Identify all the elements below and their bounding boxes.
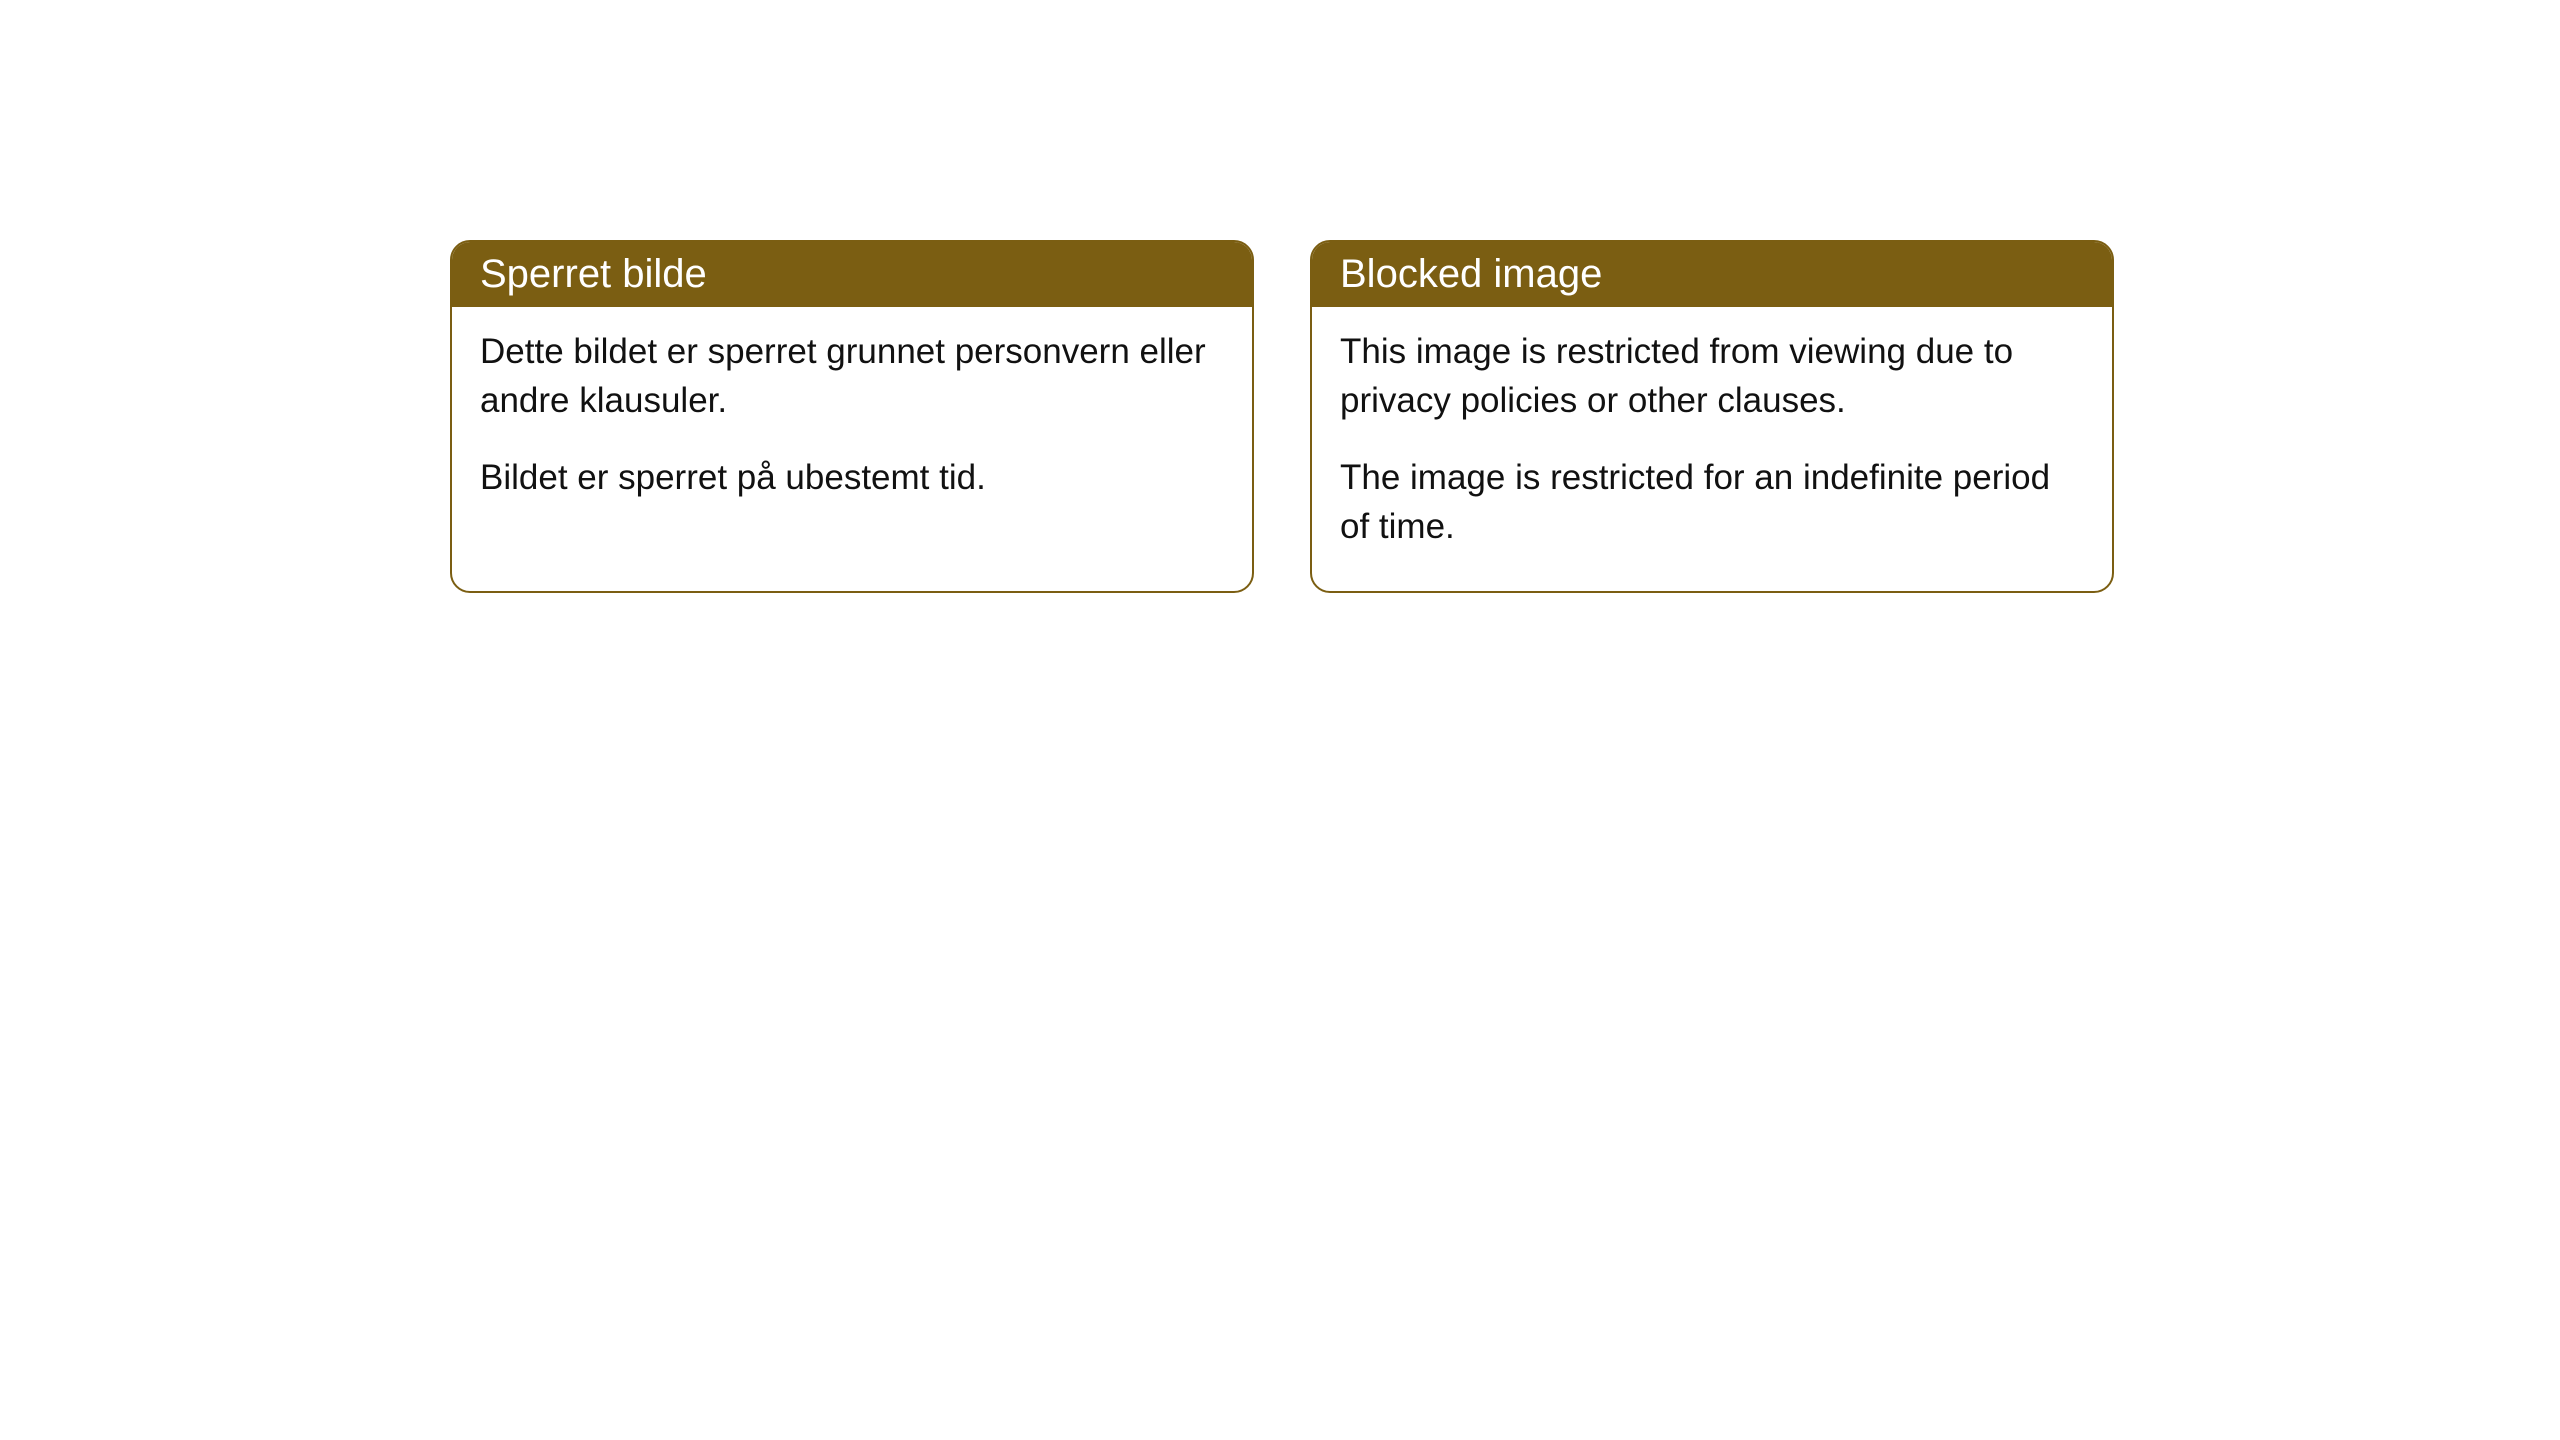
notice-container: Sperret bilde Dette bildet er sperret gr… — [450, 240, 2114, 593]
notice-header: Sperret bilde — [452, 242, 1252, 307]
notice-card-english: Blocked image This image is restricted f… — [1310, 240, 2114, 593]
notice-header: Blocked image — [1312, 242, 2112, 307]
notice-body: This image is restricted from viewing du… — [1312, 307, 2112, 591]
notice-paragraph: The image is restricted for an indefinit… — [1340, 453, 2084, 551]
notice-title: Blocked image — [1340, 252, 1602, 296]
notice-body: Dette bildet er sperret grunnet personve… — [452, 307, 1252, 542]
notice-paragraph: This image is restricted from viewing du… — [1340, 327, 2084, 425]
notice-title: Sperret bilde — [480, 252, 707, 296]
notice-paragraph: Dette bildet er sperret grunnet personve… — [480, 327, 1224, 425]
notice-paragraph: Bildet er sperret på ubestemt tid. — [480, 453, 1224, 502]
notice-card-norwegian: Sperret bilde Dette bildet er sperret gr… — [450, 240, 1254, 593]
